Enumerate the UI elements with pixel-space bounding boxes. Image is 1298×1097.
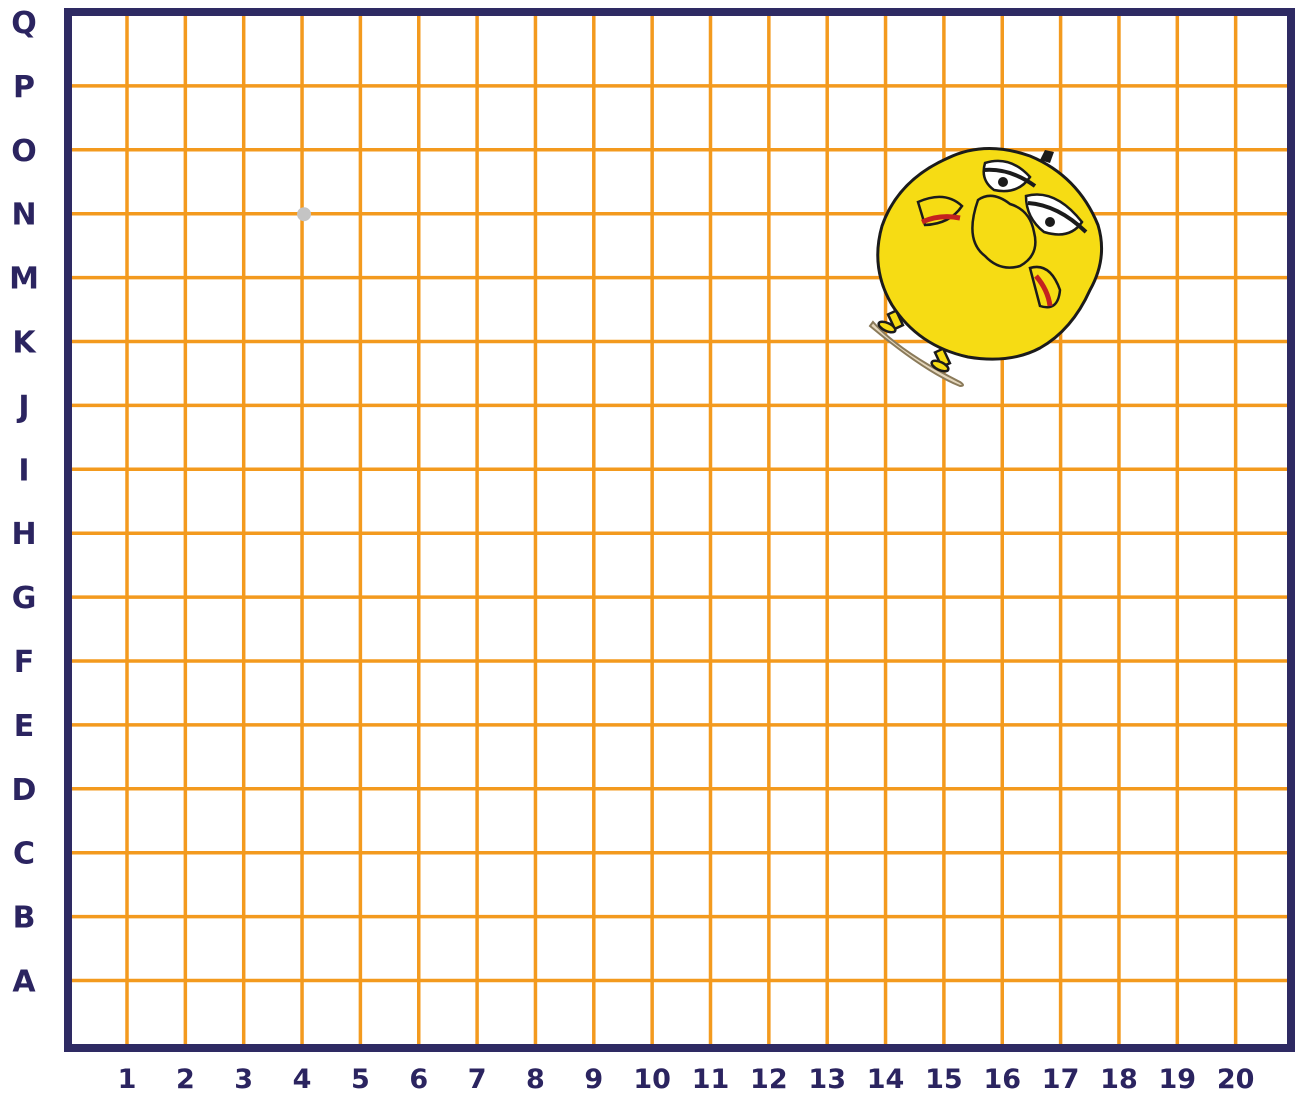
chick-eyes <box>982 159 1088 236</box>
column-label-13: 13 <box>808 1064 846 1095</box>
row-label-F: F <box>14 645 35 680</box>
column-label-3: 3 <box>234 1064 253 1095</box>
row-label-E: E <box>14 709 35 744</box>
angry-yellow-chick-icon[interactable] <box>868 147 1104 388</box>
row-label-A: A <box>12 965 36 1000</box>
row-label-O: O <box>11 134 37 169</box>
column-label-10: 10 <box>633 1064 671 1095</box>
column-label-16: 16 <box>983 1064 1021 1095</box>
column-label-20: 20 <box>1217 1064 1255 1095</box>
column-label-4: 4 <box>293 1064 312 1095</box>
board-background <box>68 12 1291 1048</box>
column-label-18: 18 <box>1100 1064 1138 1095</box>
row-label-P: P <box>13 70 35 105</box>
column-label-12: 12 <box>750 1064 788 1095</box>
column-label-19: 19 <box>1159 1064 1197 1095</box>
row-label-G: G <box>12 581 37 616</box>
row-label-Q: Q <box>11 6 37 41</box>
row-label-K: K <box>12 326 37 361</box>
column-label-6: 6 <box>409 1064 428 1095</box>
chick-wings <box>916 195 1062 309</box>
column-label-5: 5 <box>351 1064 370 1095</box>
column-label-17: 17 <box>1042 1064 1080 1095</box>
row-label-D: D <box>12 773 37 808</box>
row-label-M: M <box>9 262 39 297</box>
column-labels: 1 2 3 4 5 6 7 8 9 10 11 12 13 14 15 16 17 18 19 20 <box>118 1064 1255 1095</box>
row-label-H: H <box>11 517 36 552</box>
chick-beak <box>971 194 1037 269</box>
row-label-C: C <box>13 837 35 872</box>
grey-dot-marker-icon[interactable] <box>297 207 312 222</box>
column-label-14: 14 <box>867 1064 905 1095</box>
column-label-2: 2 <box>176 1064 195 1095</box>
chick-skateboard <box>868 320 964 388</box>
column-label-11: 11 <box>692 1064 730 1095</box>
row-label-N: N <box>11 198 36 233</box>
column-label-15: 15 <box>925 1064 963 1095</box>
column-label-8: 8 <box>526 1064 545 1095</box>
row-label-J: J <box>16 389 29 424</box>
board-frame <box>64 8 1295 1052</box>
column-label-1: 1 <box>118 1064 137 1095</box>
row-label-I: I <box>18 453 29 488</box>
chick-head-tuft <box>1040 150 1054 163</box>
column-label-9: 9 <box>584 1064 603 1095</box>
row-label-B: B <box>13 901 36 936</box>
column-label-7: 7 <box>468 1064 487 1095</box>
